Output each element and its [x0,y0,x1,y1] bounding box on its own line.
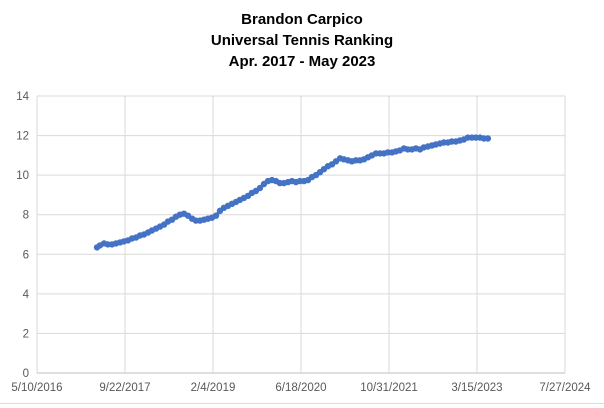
chart-title-line-3: Apr. 2017 - May 2023 [228,53,376,70]
y-axis-tick-label: 12 [16,131,29,143]
chart-title-line-2: Universal Tennis Ranking [210,32,394,49]
y-axis-tick-label: 4 [23,289,30,301]
bottom-divider-line [0,403,604,404]
y-axis-tick-label: 2 [23,328,29,340]
x-axis-tick-label: 2/4/2019 [191,382,236,394]
y-axis-tick-label: 8 [23,210,29,222]
y-axis-tick-label: 6 [23,249,29,261]
x-axis-tick-label: 10/31/2021 [360,382,418,394]
x-axis-tick-label: 5/10/2016 [11,382,62,394]
data-point-marker [256,184,264,192]
y-axis-tick-label: 10 [16,170,29,182]
chart-title: Brandon Carpico Universal Tennis Ranking… [0,9,604,72]
y-axis-tick-label: 14 [16,91,29,103]
x-axis-tick-label: 3/15/2023 [451,382,502,394]
data-point-marker [212,212,220,219]
chart-title-line-1: Brandon Carpico [241,11,363,28]
x-axis-tick-label: 9/22/2017 [99,382,150,394]
x-axis-tick-label: 7/27/2024 [539,382,591,394]
y-axis-tick-label: 0 [23,368,29,380]
x-axis-tick-label: 6/18/2020 [275,382,326,394]
data-point-marker [484,135,492,142]
